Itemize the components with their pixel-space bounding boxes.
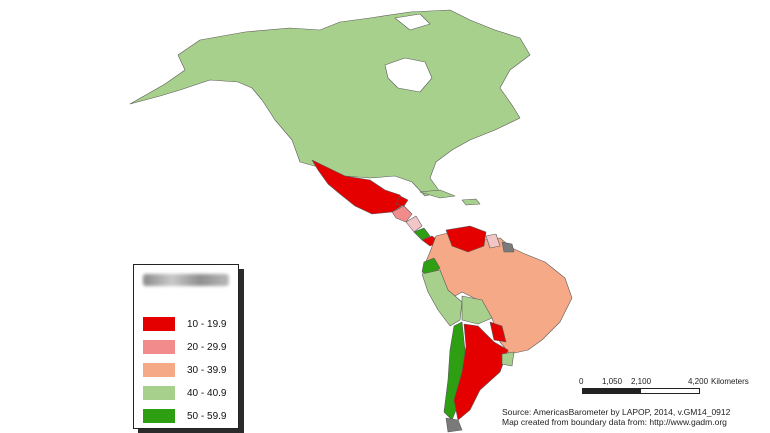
legend-item: 30 - 39.9 [143, 363, 226, 377]
scale-bar: 0 1,050 2,100 4,200 Kilometers [576, 377, 766, 407]
guyana-region [485, 233, 501, 249]
legend-swatch [143, 386, 175, 400]
central-america-region [413, 227, 431, 241]
argentina-region [453, 323, 509, 421]
legend-title-blurred [143, 274, 229, 286]
legend-label: 50 - 59.9 [187, 410, 227, 422]
caribbean-island [419, 189, 456, 199]
legend-label: 10 - 19.9 [187, 318, 227, 330]
legend-label: 40 - 40.9 [187, 387, 227, 399]
legend-swatch [143, 363, 175, 377]
central-america-region [395, 195, 409, 207]
scale-tick-label: 1,050 [602, 377, 623, 386]
scale-bar-graphic [582, 388, 700, 394]
scale-unit: Kilometers [711, 377, 749, 386]
scale-tick-label: 0 [579, 377, 584, 386]
caribbean-island [461, 198, 481, 206]
legend-item: 20 - 29.9 [143, 340, 226, 354]
paraguay-region [489, 321, 507, 343]
legend-item: 10 - 19.9 [143, 317, 226, 331]
french-guiana-region [501, 241, 515, 253]
source-note: Source: AmericasBarometer by LAPOP, 2014… [502, 407, 730, 427]
legend-label: 20 - 29.9 [187, 341, 227, 353]
central-america-region [391, 205, 413, 223]
arctic-island [394, 13, 431, 31]
uruguay-region [501, 351, 515, 367]
legend-item: 50 - 59.9 [143, 409, 226, 423]
central-america-region [405, 215, 423, 233]
legend-swatch [143, 340, 175, 354]
scale-tick-label: 2,100 [631, 377, 652, 386]
north-america-region [129, 9, 531, 197]
tierra-del-fuego [445, 417, 463, 433]
arctic-island [384, 57, 433, 93]
source-line: Map created from boundary data from: htt… [502, 417, 727, 427]
source-line: Source: AmericasBarometer by LAPOP, 2014… [502, 407, 731, 417]
peru-region [421, 269, 463, 327]
legend-label: 30 - 39.9 [187, 364, 227, 376]
legend-item: 40 - 40.9 [143, 386, 226, 400]
legend-swatch [143, 409, 175, 423]
venezuela-region [445, 225, 487, 253]
legend-swatch [143, 317, 175, 331]
bolivia-region [461, 295, 493, 325]
scale-tick-label: 4,200 [688, 377, 709, 386]
legend: 10 - 19.9 20 - 29.9 30 - 39.9 40 - 40.9 … [133, 264, 239, 429]
